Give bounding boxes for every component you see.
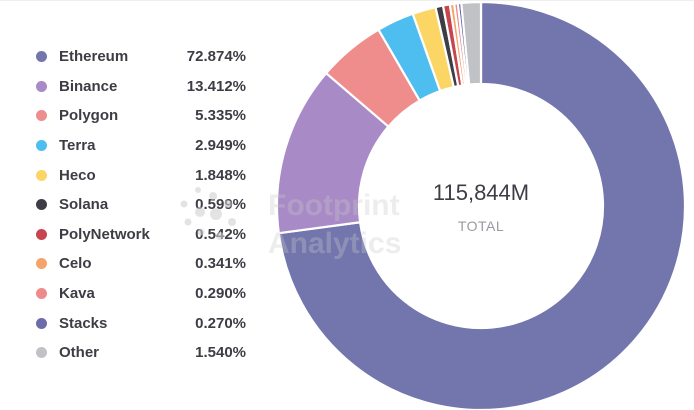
legend-item[interactable]: Solana 0.599% (36, 190, 246, 220)
legend-label: Heco (59, 166, 96, 184)
legend-marker-icon (36, 317, 47, 329)
donut-slices (275, 0, 687, 410)
watermark-line1: Footprint (268, 189, 400, 222)
legend-value: 1.848% (195, 166, 246, 184)
legend-label: Polygon (59, 107, 119, 125)
legend-value: 72.874% (186, 48, 246, 66)
legend-marker-icon (36, 51, 47, 63)
donut-slice-other[interactable] (460, 0, 483, 86)
legend-item[interactable]: Terra 2.949% (36, 131, 246, 161)
legend-value: 5.335% (195, 107, 246, 125)
legend-value: 0.270% (195, 314, 246, 332)
legend-value: 0.290% (195, 285, 246, 303)
legend-marker-icon (36, 80, 47, 92)
watermark-line2: Analytics (268, 227, 401, 260)
legend-marker-icon (36, 110, 47, 122)
legend-item[interactable]: Other 1.540% (36, 338, 246, 368)
legend-item[interactable]: Kava 0.290% (36, 279, 246, 309)
legend-item[interactable]: Celo 0.341% (36, 249, 246, 279)
legend-marker-icon (36, 199, 47, 211)
legend-label: Stacks (59, 314, 108, 332)
legend-label: PolyNetwork (59, 225, 150, 243)
legend-item[interactable]: Binance 13.412% (36, 72, 246, 102)
total-label: TOTAL (458, 218, 504, 234)
legend-item[interactable]: Stacks 0.270% (36, 308, 246, 338)
watermark: Footprint Analytics (180, 187, 401, 260)
legend-value: 1.540% (195, 344, 246, 362)
legend-value: 0.341% (195, 255, 246, 273)
legend-value: 13.412% (186, 77, 246, 95)
watermark-logo-icon (180, 187, 236, 240)
donut-slice-ethereum[interactable] (277, 0, 687, 410)
legend-label: Terra (59, 137, 96, 155)
legend-item[interactable]: Ethereum 72.874% (36, 42, 246, 72)
legend-item[interactable]: Heco 1.848% (36, 160, 246, 190)
legend-value: 0.599% (195, 196, 246, 214)
legend-marker-icon (36, 228, 47, 240)
legend-value: 2.949% (195, 137, 246, 155)
legend-item[interactable]: Polygon 5.335% (36, 101, 246, 131)
total-value: 115,844M (433, 180, 529, 205)
legend-marker-icon (36, 347, 47, 359)
legend-marker-icon (36, 169, 47, 181)
legend-label: Kava (59, 285, 95, 303)
legend-label: Celo (59, 255, 92, 273)
legend-marker-icon (36, 140, 47, 152)
legend-label: Binance (59, 77, 118, 95)
legend-label: Other (59, 344, 100, 362)
legend-marker-icon (36, 288, 47, 300)
legend-label: Solana (59, 196, 109, 214)
legend-label: Ethereum (59, 48, 129, 66)
legend-marker-icon (36, 258, 47, 270)
